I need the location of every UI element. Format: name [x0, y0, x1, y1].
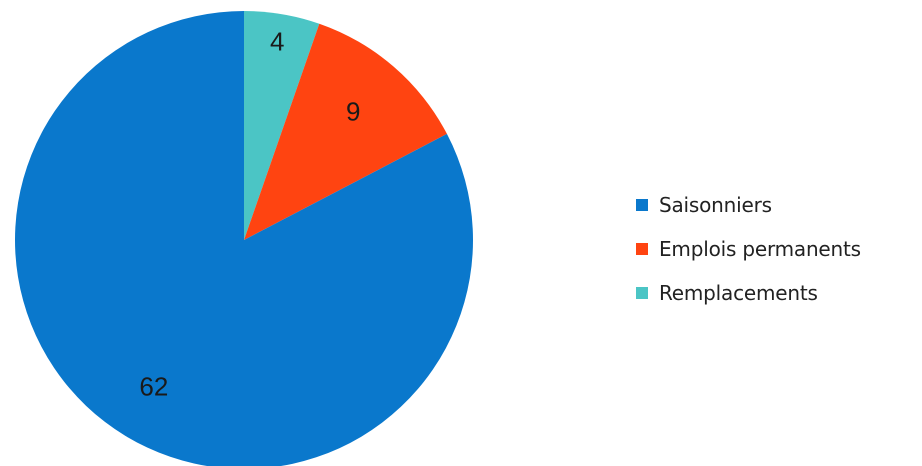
legend-item-saisonniers: Saisonniers	[636, 191, 861, 218]
legend-label-emplois-permanents: Emplois permanents	[659, 236, 861, 261]
data-label-saisonniers: 62	[139, 372, 168, 402]
chart-legend: Saisonniers Emplois permanents Remplacem…	[636, 191, 861, 306]
pie-slice-emplois-permanents	[244, 23, 447, 241]
pie-slice-saisonniers	[15, 11, 473, 466]
legend-item-emplois-permanents: Emplois permanents	[636, 235, 861, 262]
legend-swatch-saisonniers	[636, 198, 648, 211]
data-label-remplacements: 4	[270, 26, 284, 56]
legend-swatch-emplois-permanents	[636, 242, 648, 255]
legend-label-saisonniers: Saisonniers	[659, 192, 772, 217]
legend-swatch-remplacements	[636, 286, 648, 299]
data-label-emplois-permanents: 9	[346, 96, 360, 126]
legend-label-remplacements: Remplacements	[659, 280, 818, 305]
pie-slice-remplacements	[244, 11, 320, 240]
legend-item-remplacements: Remplacements	[636, 279, 861, 306]
